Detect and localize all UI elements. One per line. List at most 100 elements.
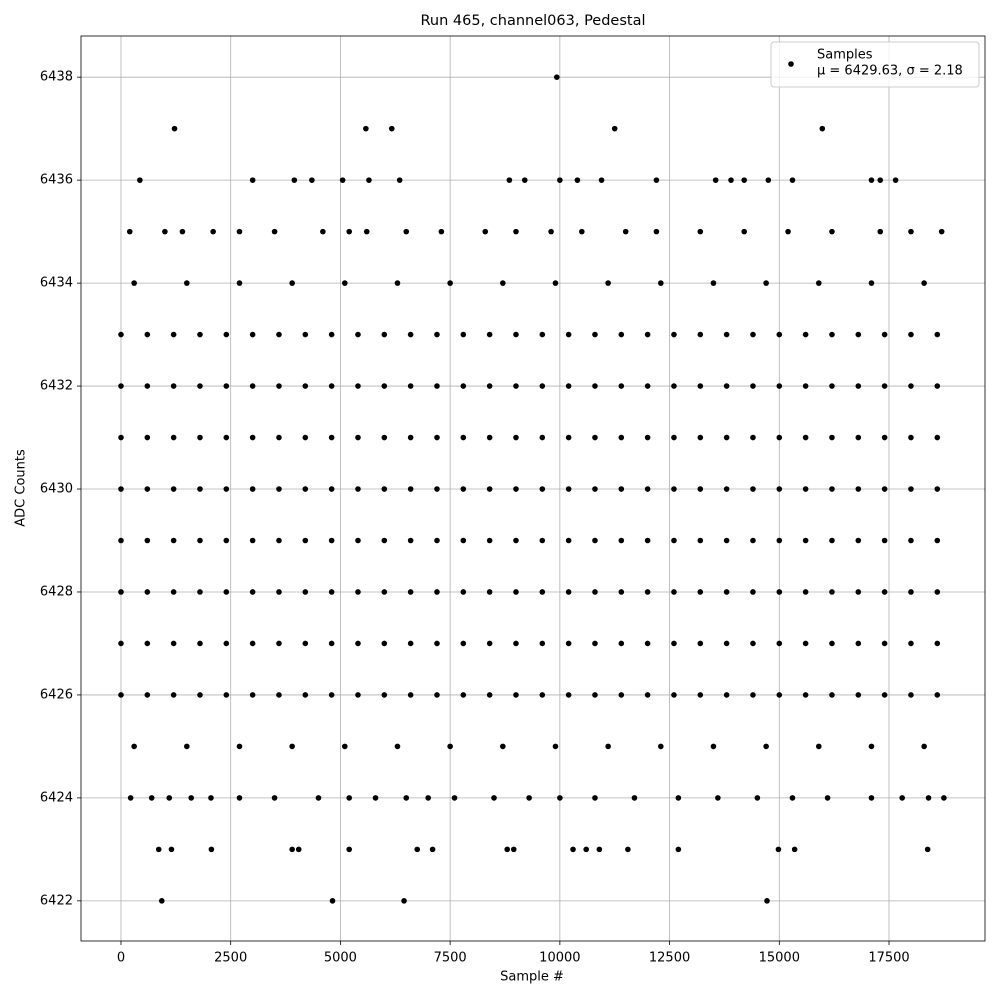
- point: [486, 331, 493, 338]
- point: [815, 280, 822, 286]
- point: [789, 795, 796, 801]
- point: [583, 846, 589, 853]
- point: [776, 383, 783, 389]
- point: [460, 589, 467, 595]
- point: [170, 692, 177, 698]
- point: [855, 640, 862, 647]
- point: [513, 589, 519, 595]
- point: [579, 228, 585, 235]
- point: [802, 331, 809, 338]
- point: [815, 743, 822, 750]
- point: [155, 846, 162, 853]
- point: [539, 537, 546, 544]
- point: [618, 434, 625, 441]
- point: [764, 898, 770, 904]
- point: [829, 434, 835, 441]
- point: [309, 177, 315, 183]
- point: [162, 228, 168, 235]
- point: [447, 280, 453, 286]
- point: [208, 795, 214, 801]
- point: [118, 692, 124, 698]
- point: [342, 280, 348, 286]
- point: [486, 383, 493, 389]
- y-tick-label: 6426: [40, 687, 73, 702]
- point: [144, 640, 151, 647]
- point: [366, 177, 372, 183]
- point: [249, 331, 256, 338]
- point: [697, 692, 704, 698]
- point: [460, 640, 467, 647]
- point: [618, 486, 625, 492]
- legend-label: Samples: [817, 48, 873, 63]
- point: [776, 434, 783, 441]
- point: [802, 383, 809, 389]
- point: [819, 125, 826, 132]
- point: [236, 280, 243, 286]
- point: [302, 434, 309, 441]
- point: [789, 177, 796, 183]
- point: [697, 486, 704, 492]
- point: [653, 228, 660, 235]
- point: [697, 383, 704, 389]
- y-tick-label: 6436: [40, 173, 73, 188]
- point: [592, 640, 598, 647]
- point: [131, 280, 137, 286]
- point: [941, 795, 947, 801]
- point: [750, 486, 756, 492]
- point: [328, 589, 335, 595]
- point: [407, 692, 414, 698]
- point: [328, 692, 335, 698]
- point: [223, 331, 230, 338]
- point: [223, 537, 230, 544]
- point: [625, 846, 631, 853]
- point: [342, 743, 348, 750]
- point: [118, 383, 124, 389]
- point: [723, 589, 730, 595]
- point: [921, 280, 927, 286]
- point: [829, 486, 835, 492]
- point: [381, 537, 388, 544]
- point: [618, 383, 625, 389]
- point: [881, 383, 888, 389]
- point: [723, 486, 730, 492]
- plot-frame: [80, 35, 986, 942]
- point: [328, 331, 335, 338]
- point: [671, 383, 677, 389]
- point: [723, 331, 730, 338]
- point: [486, 434, 493, 441]
- point: [908, 331, 914, 338]
- point: [506, 177, 513, 183]
- point: [723, 640, 730, 647]
- point: [557, 795, 563, 801]
- chart-title: Run 465, channel063, Pedestal: [420, 13, 645, 29]
- point: [938, 228, 945, 235]
- point: [618, 589, 625, 595]
- point: [776, 331, 783, 338]
- point: [592, 331, 598, 338]
- point: [289, 280, 295, 286]
- point: [829, 228, 835, 235]
- point: [908, 383, 914, 389]
- point: [723, 434, 730, 441]
- point: [127, 795, 134, 801]
- point: [223, 640, 230, 647]
- point: [486, 589, 493, 595]
- point: [574, 177, 581, 183]
- point: [829, 383, 835, 389]
- point: [328, 640, 335, 647]
- point: [434, 589, 440, 595]
- points: [118, 74, 947, 904]
- point: [881, 434, 888, 441]
- point: [592, 795, 598, 801]
- point: [565, 589, 572, 595]
- point: [407, 486, 414, 492]
- point: [315, 795, 322, 801]
- point: [908, 434, 914, 441]
- point: [855, 434, 862, 441]
- point: [144, 537, 151, 544]
- point: [765, 177, 772, 183]
- point: [513, 331, 519, 338]
- point: [855, 486, 862, 492]
